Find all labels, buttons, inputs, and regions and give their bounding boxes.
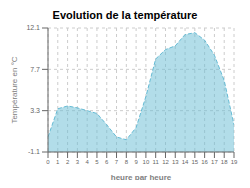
svg-text:-1.1: -1.1: [28, 148, 40, 155]
svg-text:17: 17: [211, 159, 218, 165]
svg-text:9: 9: [134, 159, 138, 165]
svg-text:15: 15: [191, 159, 198, 165]
svg-text:13: 13: [172, 159, 179, 165]
svg-text:1: 1: [56, 159, 60, 165]
svg-text:3: 3: [76, 159, 80, 165]
html-text:Evolution de la température: Evolution de la température: [52, 9, 198, 21]
svg-text:7.7: 7.7: [30, 66, 40, 73]
svg-text:7: 7: [115, 159, 119, 165]
svg-text:Température en °C: Température en °C: [10, 56, 19, 123]
svg-text:11: 11: [153, 159, 160, 165]
svg-text:12: 12: [162, 159, 169, 165]
svg-text:14: 14: [182, 159, 189, 165]
svg-text:3.3: 3.3: [30, 107, 40, 114]
svg-text:10: 10: [143, 159, 150, 165]
svg-text:16: 16: [201, 159, 208, 165]
svg-text:2: 2: [66, 159, 70, 165]
svg-text:19: 19: [231, 159, 238, 165]
svg-text:5: 5: [95, 159, 99, 165]
svg-text:8: 8: [125, 159, 129, 165]
svg-text:6: 6: [105, 159, 109, 165]
svg-text:0: 0: [46, 159, 50, 165]
svg-text:heure par heure: heure par heure: [111, 173, 172, 180]
svg-text:12.1: 12.1: [26, 24, 40, 31]
svg-text:18: 18: [221, 159, 228, 165]
svg-text:4: 4: [85, 159, 89, 165]
